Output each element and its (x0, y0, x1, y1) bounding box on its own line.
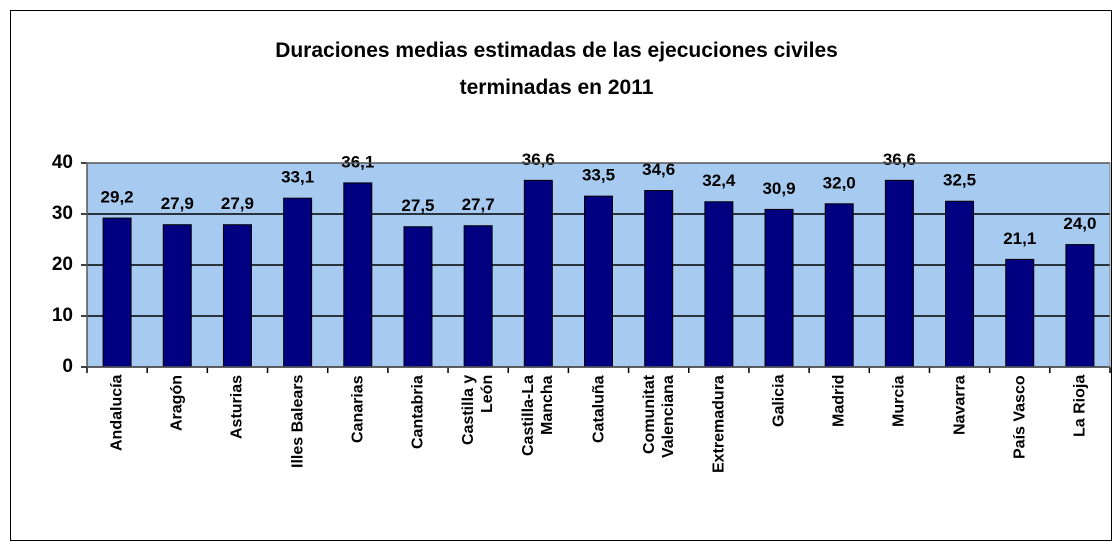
value-label: 36,1 (341, 152, 374, 171)
value-label: 32,4 (702, 171, 736, 190)
x-tick-label: Navarra (951, 375, 969, 435)
bar (884, 179, 914, 368)
bar (945, 200, 975, 368)
plot-border (86, 162, 1111, 368)
y-tick-label: 20 (52, 254, 73, 275)
x-tick-label: Andalucía (108, 375, 126, 452)
value-label: 21,1 (1003, 229, 1036, 248)
x-tick-label: La Rioja (1071, 375, 1089, 438)
x-tick-label: Canarias (349, 375, 367, 443)
x-tick-label: Cataluña (590, 375, 607, 443)
bar (162, 224, 192, 368)
value-label: 33,1 (281, 168, 314, 187)
value-label: 27,5 (401, 196, 434, 215)
x-tick-label: Comunitat Valenciana (640, 375, 677, 458)
value-label: 27,7 (462, 195, 495, 214)
y-tick-label: 10 (52, 305, 73, 326)
x-tick-label: Cantabria (409, 375, 427, 449)
bar (343, 182, 373, 368)
bar (523, 179, 553, 368)
bar (283, 197, 313, 368)
value-label: 32,5 (943, 171, 976, 190)
bar (824, 203, 854, 368)
bar (584, 195, 613, 368)
value-label: 34,6 (642, 160, 675, 179)
bar (403, 226, 433, 368)
value-label: 33,5 (582, 166, 615, 185)
y-tick-label: 30 (52, 203, 73, 224)
x-tick-label: Castilla-La Mancha (520, 375, 557, 456)
value-label: 27,9 (221, 194, 254, 213)
bar (764, 208, 794, 368)
bar (463, 225, 493, 368)
x-tick-label: Asturias (228, 375, 246, 440)
y-tick-label: 40 (52, 152, 73, 173)
chart-title: Duraciones medias estimadas de las ejecu… (275, 39, 838, 99)
x-tick-label: Aragón (168, 375, 186, 431)
value-label: 32,0 (823, 173, 856, 192)
bar (222, 224, 252, 368)
value-label: 27,9 (161, 194, 194, 213)
x-tick-label: País Vasco (1011, 375, 1029, 459)
bar (1005, 258, 1035, 368)
value-label: 24,0 (1063, 214, 1096, 233)
x-tick-label: Castilla y León (460, 375, 497, 446)
y-tick-label: 0 (62, 356, 73, 377)
x-tick-label: Murcia (890, 375, 908, 427)
value-label: 36,6 (883, 150, 916, 169)
bar (1065, 244, 1095, 368)
x-tick-label: Galicia (770, 375, 788, 428)
value-label: 29,2 (101, 188, 134, 207)
x-tick-label: Madrid (830, 375, 848, 428)
bar (102, 217, 132, 368)
value-label: 36,6 (522, 150, 555, 169)
x-tick-label: Extremadura (710, 375, 728, 473)
bar (704, 201, 734, 368)
x-tick-label: Illes Balears (289, 375, 307, 469)
value-label: 30,9 (762, 179, 795, 198)
bar (644, 190, 674, 368)
